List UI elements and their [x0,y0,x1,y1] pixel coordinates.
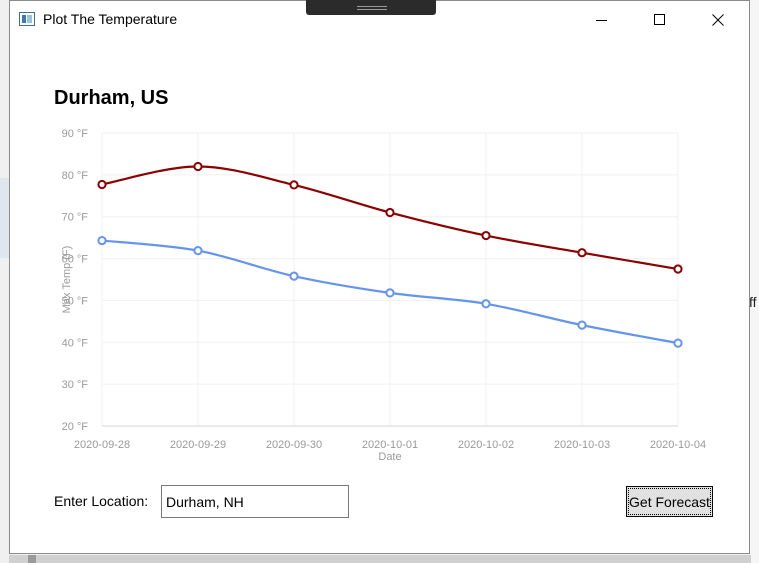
window-title: Plot The Temperature [43,11,178,27]
data-point-high[interactable] [481,230,491,241]
data-point-high[interactable] [673,264,683,274]
chart-title: Durham, US [54,87,169,109]
y-axis-title: Max Temp (F) [61,246,73,314]
data-point-high[interactable] [97,179,107,190]
x-tick-label: 2020-10-02 [458,439,514,451]
data-point-low[interactable] [97,235,107,246]
x-tick-label: 2020-09-28 [74,439,130,451]
y-tick-label: 80 °F [62,170,89,182]
background-window-edge-right [750,0,759,563]
maximize-button[interactable] [637,1,683,39]
y-axis-ticks: 90 °F 80 °F 70 °F 60 °F 50 °F 40 °F 30 °F 20 °F [62,128,89,433]
close-icon [712,14,724,26]
x-tick-label: 2020-10-01 [362,439,418,451]
data-point-low[interactable] [673,338,683,348]
minimize-button[interactable] [579,1,625,39]
location-label: Enter Location: [54,493,149,509]
x-tick-label: 2020-09-30 [266,439,322,451]
background-clipped-text: ff [749,294,757,310]
y-tick-label: 40 °F [62,337,89,349]
data-point-low[interactable] [481,299,491,309]
data-point-low[interactable] [193,246,203,256]
close-button[interactable] [695,1,741,39]
data-point-low[interactable] [289,271,299,281]
y-tick-label: 70 °F [62,212,89,224]
background-scroll-thumb [28,555,36,563]
data-point-high[interactable] [289,180,299,190]
x-tick-label: 2020-10-03 [554,439,610,451]
y-tick-label: 20 °F [62,421,89,433]
y-tick-label: 50 °F [62,295,89,307]
data-point-low[interactable] [577,320,587,330]
x-axis-title: Date [378,451,401,463]
data-point-high[interactable] [577,248,587,258]
get-forecast-button[interactable]: Get Forecast [626,486,713,517]
y-tick-label: 30 °F [62,379,89,391]
maximize-icon [654,14,665,25]
temperature-chart: 90 °F 80 °F 70 °F 60 °F 50 °F 40 °F 30 °F 20 °F… [61,128,706,463]
x-tick-label: 2020-09-29 [170,439,226,451]
background-scrollbar [9,555,751,563]
data-point-high[interactable] [385,207,395,218]
y-tick-label: 90 °F [62,128,89,140]
snap-drag-handle[interactable] [306,0,436,15]
app-window: Plot The Temperature Durham, US 90 °F 80 … [9,0,750,554]
y-tick-label: 60 °F [62,254,89,266]
x-tick-label: 2020-10-04 [650,439,706,451]
x-axis-ticks: 2020-09-28 2020-09-29 2020-09-30 2020-10-01… [74,439,706,451]
data-point-low[interactable] [385,288,395,298]
location-input[interactable] [161,485,349,518]
minimize-icon [596,20,607,21]
chart-app-icon [19,12,35,26]
background-window-edge [0,178,9,258]
chart-grid [101,132,679,427]
chart-series [97,161,683,348]
data-point-high[interactable] [193,161,203,172]
